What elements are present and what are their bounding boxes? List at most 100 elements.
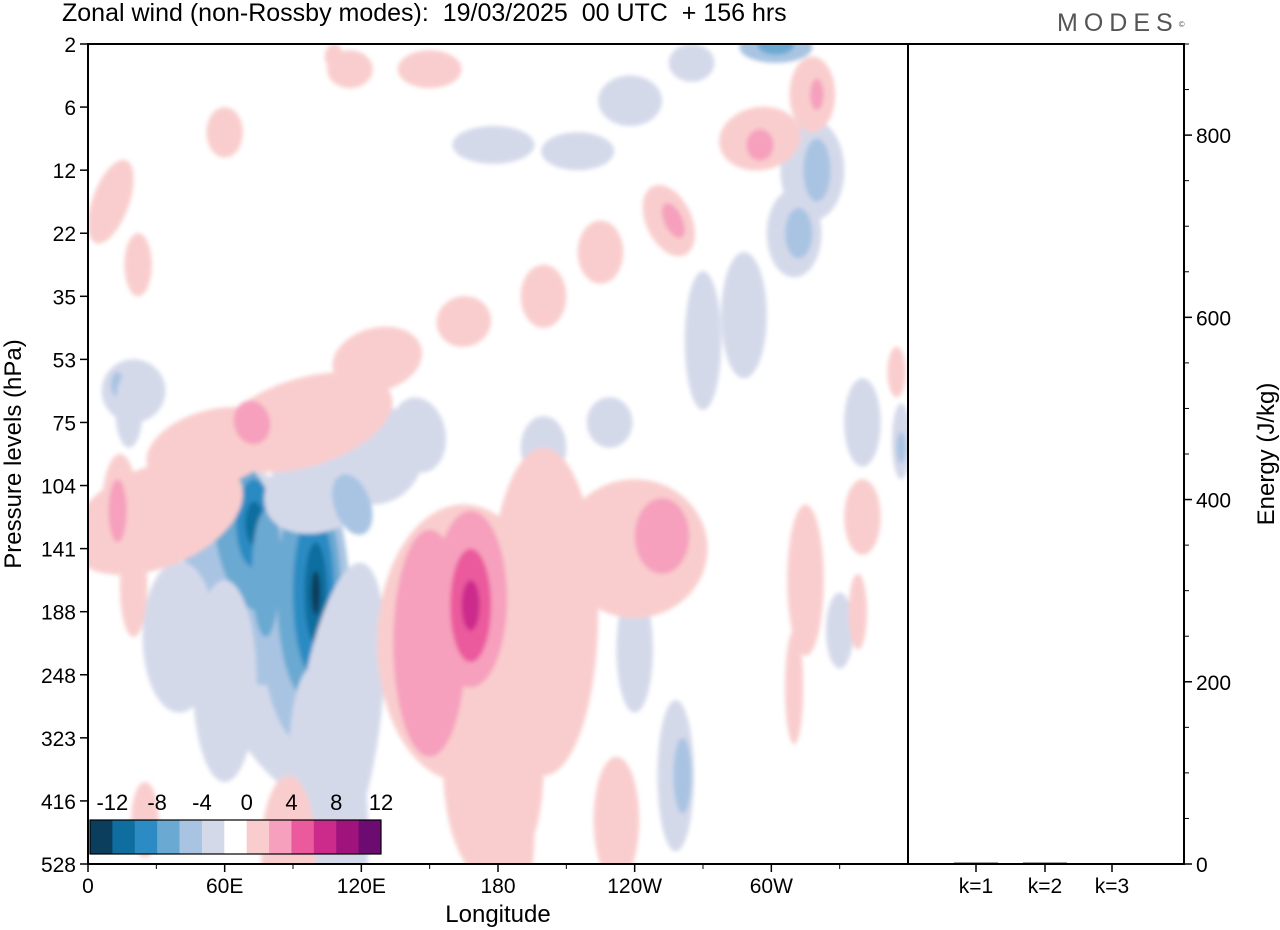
negative-wind-blob: [896, 431, 906, 464]
positive-wind-blob: [520, 264, 567, 328]
negative-wind-blob: [684, 271, 722, 410]
energy-category-label: k=2: [1028, 875, 1062, 898]
colorbar-swatch: [246, 820, 270, 854]
colorbar-swatch: [224, 820, 248, 854]
positive-wind-blob: [397, 50, 462, 89]
x-tick-label: 120E: [337, 875, 386, 898]
energy-y-tick-label: 600: [1196, 307, 1231, 330]
positive-wind-blob: [108, 479, 127, 543]
colorbar-swatch: [269, 820, 292, 854]
y-tick-label: 141: [41, 539, 76, 562]
negative-wind-blob: [586, 397, 633, 448]
negative-wind-blob: [331, 474, 373, 535]
positive-wind-blob: [661, 203, 685, 239]
negative-wind-blob: [390, 397, 446, 473]
energy-bar: [1023, 862, 1067, 864]
chart-title: Zonal wind (non-Rossby modes): 19/03/202…: [62, 0, 787, 27]
positive-wind-blob: [787, 504, 824, 656]
y-tick-label: 323: [41, 728, 76, 751]
colorbar-label: 4: [285, 790, 297, 815]
negative-wind-blob: [668, 44, 715, 82]
colorbar-label: 0: [241, 790, 253, 815]
colorbar-label: -12: [96, 790, 128, 815]
y-tick-label: 22: [53, 223, 76, 246]
energy-y-tick-label: 400: [1196, 490, 1231, 513]
colorbar-swatch: [336, 820, 360, 854]
y-tick-label: 416: [41, 791, 76, 814]
positive-wind-blob: [206, 107, 243, 158]
colorbar-swatch: [358, 820, 382, 854]
positive-wind-blob: [461, 580, 480, 631]
colorbar-swatch: [134, 820, 158, 854]
x-axis: 0 60E 120E 180 120W 60W: [82, 864, 841, 898]
energy-bar: [1090, 863, 1134, 864]
colorbar-swatch: [201, 820, 225, 854]
positive-wind-blob: [785, 630, 804, 745]
negative-wind-blob: [311, 570, 321, 615]
positive-wind-blob: [216, 372, 393, 473]
modes-logo: MODES©: [1057, 8, 1185, 38]
y-tick-label: 6: [64, 97, 76, 120]
y-tick-label: 53: [53, 349, 76, 372]
x-tick-label: 180: [480, 875, 515, 898]
positive-wind-blob: [332, 326, 423, 393]
colorbar-swatch: [112, 820, 136, 854]
colorbar-label: 12: [369, 790, 393, 815]
energy-bars: k=1 k=2 k=3: [954, 862, 1134, 898]
energy-axis-title: Energy (J/kg): [1253, 383, 1280, 526]
negative-wind-blob: [803, 138, 831, 202]
y-tick-label: 188: [41, 602, 76, 625]
y-axis: 2 6 12 22 35 53 75 104 141 188 248 323 416 528: [41, 34, 88, 877]
positive-wind-blob: [810, 78, 824, 111]
y-tick-label: 104: [41, 476, 76, 499]
colorbar-swatch: [313, 820, 337, 854]
positive-wind-blob: [124, 233, 152, 297]
y-tick-label: 12: [53, 160, 76, 183]
colorbar-swatch: [157, 820, 181, 854]
x-tick-label: 60W: [750, 875, 793, 898]
positive-wind-blob: [119, 536, 148, 637]
positive-wind-blob: [577, 220, 624, 284]
x-tick-label: 60E: [206, 875, 243, 898]
colorbar-swatch: [179, 820, 203, 854]
negative-wind-blob: [115, 372, 143, 448]
positive-wind-blob: [436, 296, 492, 347]
colorbar-frame: [89, 819, 382, 855]
energy-category-label: k=3: [1095, 875, 1129, 898]
y-tick-label: 75: [53, 412, 76, 435]
y-tick-label: 248: [41, 665, 76, 688]
x-axis-title: Longitude: [445, 901, 550, 928]
y-tick-label: 2: [64, 34, 76, 57]
negative-wind-blob: [844, 378, 881, 467]
positive-wind-blob: [634, 498, 690, 574]
y-tick-label: 528: [41, 854, 76, 877]
negative-wind-blob: [721, 252, 767, 379]
negative-wind-blob: [826, 592, 854, 669]
positive-wind-blob: [848, 573, 868, 650]
energy-y-tick-label: 0: [1196, 854, 1208, 877]
field-layer: [88, 44, 908, 864]
logo-text: MODES: [1057, 9, 1179, 37]
negative-wind-blob: [616, 586, 653, 713]
positive-wind-blob: [844, 479, 881, 555]
colorbar-swatch: [90, 820, 113, 854]
colorbar-label: 8: [330, 790, 342, 815]
energy-axis: 0 200 400 600 800: [1184, 43, 1231, 877]
x-tick-label: 120W: [607, 875, 662, 898]
negative-wind-blob: [673, 737, 692, 814]
energy-y-tick-label: 800: [1196, 125, 1231, 148]
logo-mark: ©: [1178, 20, 1185, 29]
positive-wind-blob: [746, 129, 774, 161]
negative-wind-blob: [785, 208, 813, 259]
negative-wind-blob: [541, 132, 615, 171]
negative-wind-blob: [251, 510, 280, 637]
colorbar-label: -8: [147, 790, 167, 815]
negative-wind-blob: [598, 75, 662, 127]
energy-bar: [954, 862, 998, 864]
energy-panel-frame: [907, 43, 1185, 865]
colorbar-label: -4: [192, 790, 212, 815]
positive-wind-blob: [88, 159, 134, 244]
positive-wind-blob: [593, 756, 640, 864]
y-axis-title: Pressure levels (hPa): [0, 339, 27, 568]
